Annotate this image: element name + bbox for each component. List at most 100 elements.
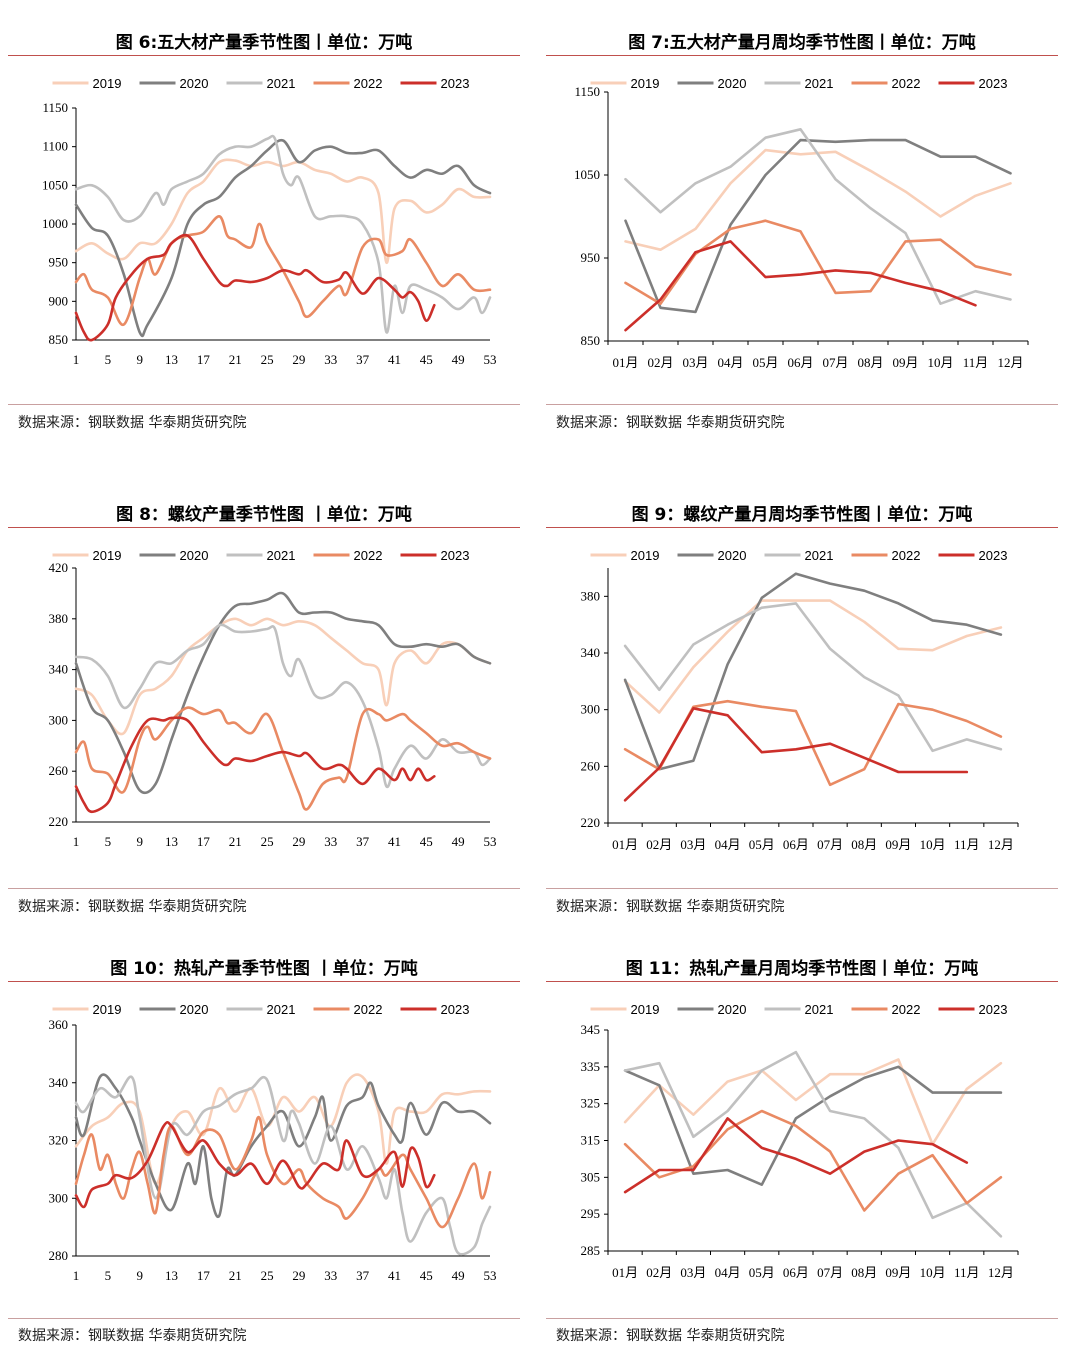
chart-title: 图 7:五大材产量月周均季节性图丨单位：万吨: [628, 33, 976, 53]
legend: 2019 2020 2021 2022 2023: [590, 548, 1008, 563]
series-line-2020: [624, 138, 1012, 314]
x-tick-label: 25: [261, 834, 274, 849]
legend-label-2021: 2021: [805, 76, 834, 91]
x-tick-label: 03月: [680, 837, 706, 852]
series-line-2023: [74, 1120, 436, 1209]
x-tick-label: 04月: [717, 355, 743, 370]
x-tick-label: 45: [420, 352, 433, 367]
x-tick-label: 11月: [954, 1265, 980, 1280]
x-tick-label: 29: [292, 352, 305, 367]
chart-rebar-weekly: 2019 2020 2021 2022 2023 220 260 300 340 380 420 1 5…: [49, 548, 497, 849]
x-tick-label: 08月: [857, 355, 883, 370]
y-tick-label: 1100: [42, 139, 68, 154]
legend: 2019 2020 2021 2022 2023: [590, 1002, 1007, 1017]
legend-label-2023: 2023: [979, 76, 1008, 91]
series-line-2022: [623, 1109, 1003, 1212]
source-note: 数据来源：钢联数据 华泰期货研究院: [18, 1328, 247, 1344]
legend-label-2019: 2019: [631, 76, 660, 91]
legend-label-2023: 2023: [441, 548, 470, 563]
y-tick-label: 1150: [574, 84, 600, 99]
y-tick-label: 315: [581, 1133, 601, 1148]
x-tick-label: 09月: [892, 355, 918, 370]
x-tick-label: 05月: [752, 355, 778, 370]
y-tick-label: 335: [581, 1059, 601, 1074]
x-tick-label: 13: [165, 834, 178, 849]
series-line-2020: [74, 138, 492, 338]
chart-title: 图 11：热轧产量月周均季节性图丨单位：万吨: [625, 959, 979, 979]
chart-panel-wujc-monthly: 图 7:五大材产量月周均季节性图丨单位：万吨 2019 2020 2021 2022 2…: [546, 0, 1058, 440]
source-divider: [8, 1318, 520, 1319]
series-line-2022: [74, 706, 492, 811]
x-tick-label: 07月: [817, 837, 843, 852]
chart-title: 图 6:五大材产量季节性图丨单位：万吨: [115, 33, 413, 53]
legend-label-2021: 2021: [805, 548, 834, 563]
y-tick-label: 285: [581, 1243, 601, 1258]
legend-label-2021: 2021: [267, 1002, 296, 1017]
x-tick-label: 05月: [749, 837, 775, 852]
legend-label-2019: 2019: [631, 548, 660, 563]
y-tick-label: 420: [49, 560, 69, 575]
x-tick-label: 49: [452, 834, 465, 849]
x-tick-label: 12月: [988, 837, 1014, 852]
legend-label-2020: 2020: [180, 76, 209, 91]
x-tick-label: 37: [356, 352, 370, 367]
x-tick-label: 1: [73, 1268, 80, 1283]
legend-label-2022: 2022: [354, 76, 383, 91]
x-tick-label: 9: [136, 834, 143, 849]
x-tick-label: 49: [452, 352, 465, 367]
chart-wujc-monthly: 2019 2020 2021 2022 2023 850 950 1050 1150 01月 02月…: [574, 76, 1029, 370]
y-tick-label: 360: [49, 1017, 69, 1032]
y-tick-label: 220: [49, 814, 69, 829]
legend-label-2021: 2021: [267, 76, 296, 91]
x-tick-label: 21: [229, 352, 242, 367]
source-divider: [8, 888, 520, 889]
legend-label-2019: 2019: [93, 548, 122, 563]
y-tick-label: 340: [49, 662, 69, 677]
series-line-2023: [74, 233, 436, 342]
legend-label-2020: 2020: [718, 548, 747, 563]
chart-title: 图 9：螺纹产量月周均季节性图丨单位：万吨: [631, 505, 973, 525]
source-note: 数据来源：钢联数据 华泰期货研究院: [556, 1328, 785, 1344]
legend-label-2022: 2022: [892, 548, 921, 563]
legend-label-2020: 2020: [180, 1002, 209, 1017]
x-tick-label: 33: [324, 352, 337, 367]
x-tick-label: 01月: [612, 1265, 638, 1280]
chart-hrc-weekly: 2019 2020 2021 2022 2023 280 300 320 340 360 1 5 9 13…: [49, 1002, 497, 1283]
legend: 2019 2020 2021 2022 2023: [590, 76, 1008, 91]
title-divider: [8, 981, 520, 982]
legend-label-2022: 2022: [354, 1002, 383, 1017]
chart-hrc-monthly: 2019 2020 2021 2022 2023 285 295 305 315 325 335 34…: [581, 1002, 1019, 1280]
chart-panel-rebar-weekly: 图 8：螺纹产量季节性图 丨单位：万吨 2019 2020 2021 2022 2023…: [8, 472, 520, 915]
x-tick-label: 25: [261, 1268, 274, 1283]
y-tick-label: 850: [49, 332, 69, 347]
source-divider: [546, 404, 1058, 405]
chart-rebar-monthly: 2019 2020 2021 2022 2023 220 260 300 340 380 01月 02…: [581, 548, 1019, 852]
legend-label-2021: 2021: [267, 548, 296, 563]
y-tick-label: 300: [49, 1190, 69, 1205]
x-tick-label: 17: [197, 1268, 211, 1283]
series-line-2019: [74, 1073, 492, 1186]
x-tick-label: 13: [165, 352, 178, 367]
series-line-2022: [624, 219, 1012, 305]
series-line-2023: [623, 1117, 969, 1194]
x-tick-label: 1: [73, 834, 80, 849]
y-tick-label: 220: [581, 815, 601, 830]
y-tick-label: 1000: [42, 216, 68, 231]
legend-label-2023: 2023: [979, 548, 1008, 563]
legend-label-2023: 2023: [441, 1002, 470, 1017]
legend-label-2023: 2023: [441, 76, 470, 91]
x-tick-label: 08月: [851, 1265, 877, 1280]
y-tick-label: 1150: [42, 100, 68, 115]
legend-label-2019: 2019: [93, 1002, 122, 1017]
series-line-2020: [74, 591, 492, 795]
y-tick-label: 295: [581, 1206, 601, 1221]
y-tick-label: 340: [49, 1075, 69, 1090]
x-tick-label: 07月: [817, 1265, 843, 1280]
y-tick-label: 850: [581, 333, 601, 348]
x-tick-label: 41: [388, 834, 401, 849]
x-tick-label: 01月: [612, 355, 638, 370]
x-tick-label: 06月: [787, 355, 813, 370]
x-tick-label: 5: [105, 352, 112, 367]
x-tick-label: 1: [73, 352, 80, 367]
y-tick-label: 280: [49, 1248, 69, 1263]
